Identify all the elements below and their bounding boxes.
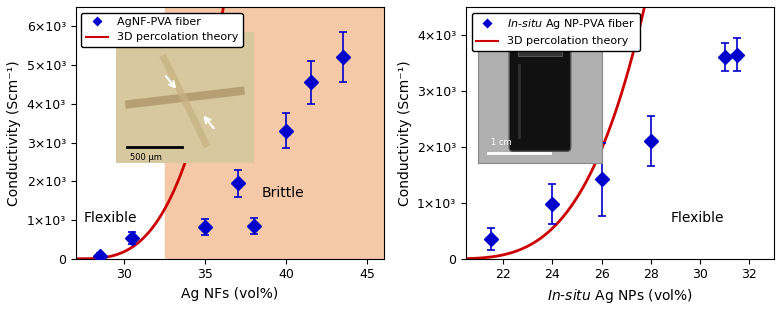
Y-axis label: Conductivity (Scm⁻¹): Conductivity (Scm⁻¹) [7, 60, 21, 206]
Text: Flexible: Flexible [671, 212, 724, 225]
X-axis label: $\it{In}$-$\it{situ}$ Ag NPs (vol%): $\it{In}$-$\it{situ}$ Ag NPs (vol%) [547, 287, 693, 305]
Y-axis label: Conductivity (Scm⁻¹): Conductivity (Scm⁻¹) [398, 60, 412, 206]
Bar [165, 7, 465, 259]
X-axis label: Ag NFs (vol%): Ag NFs (vol%) [181, 287, 278, 301]
Legend: AgNF-PVA fiber, 3D percolation theory: AgNF-PVA fiber, 3D percolation theory [81, 12, 243, 47]
Text: Brittle: Brittle [262, 186, 305, 200]
Text: Flexible: Flexible [84, 211, 137, 225]
Legend: $\it{In}$-$\it{situ}$ Ag NP-PVA fiber, 3D percolation theory: $\it{In}$-$\it{situ}$ Ag NP-PVA fiber, 3… [472, 12, 640, 51]
